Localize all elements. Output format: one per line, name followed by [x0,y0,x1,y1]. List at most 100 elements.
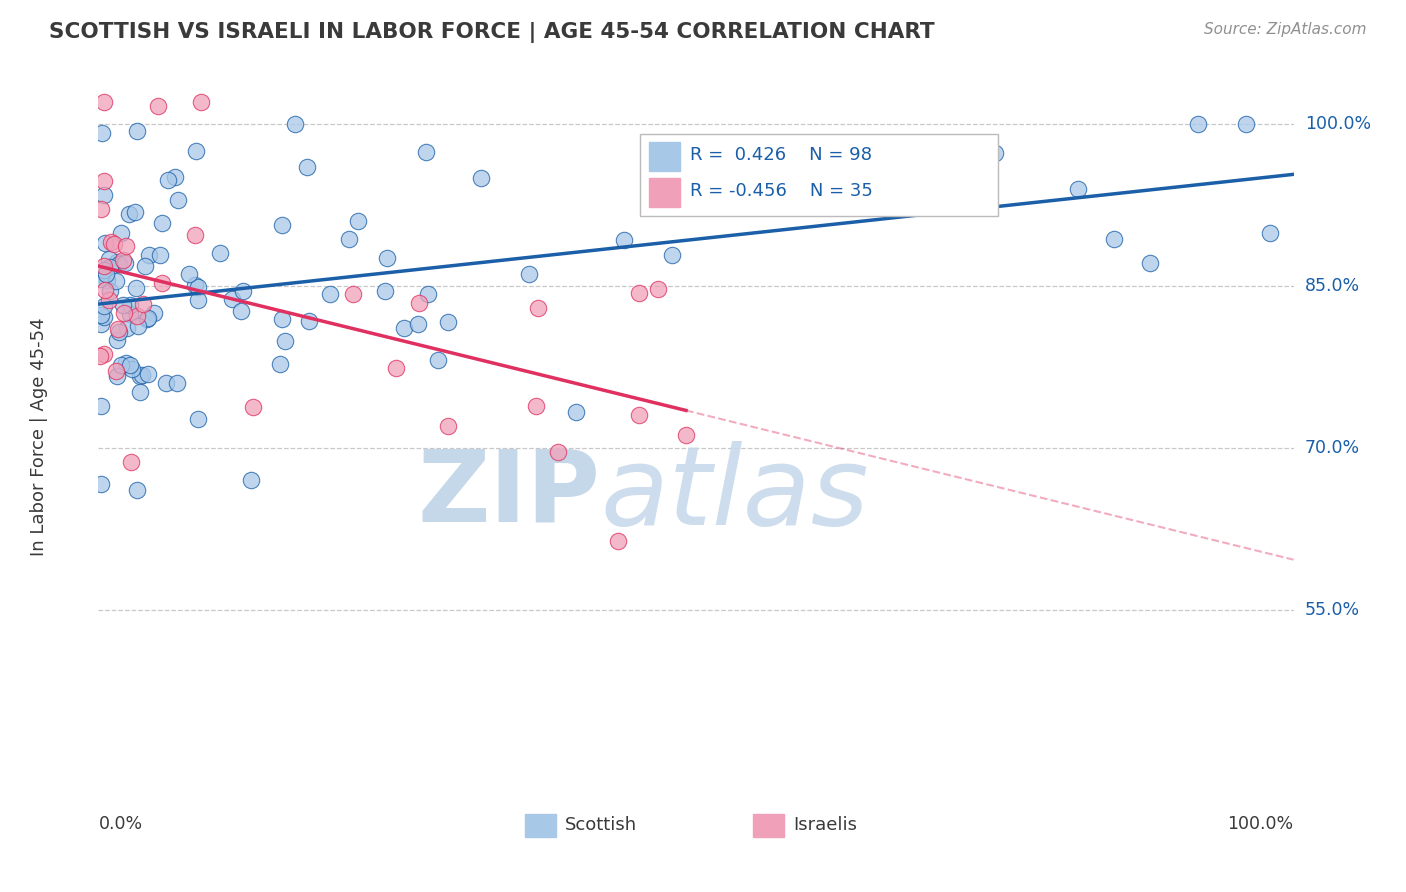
Point [416,287,439,301]
Point [125,281,148,295]
Point [136,367,159,381]
Point [98,285,121,299]
Point [148,98,170,112]
Point [120,455,142,469]
Point [406,318,429,332]
Point [138,248,160,262]
Point [607,534,630,549]
Point [112,298,135,312]
Bar [524,814,557,837]
Point [89,350,111,364]
Point [900,197,922,211]
Point [177,267,200,281]
Point [132,297,155,311]
Point [104,274,127,288]
Point [93,187,115,202]
Point [166,193,188,207]
Point [208,246,231,260]
Point [152,216,174,230]
Text: In Labor Force | Age 45-54: In Labor Force | Age 45-54 [30,318,48,557]
Point [105,255,128,269]
Point [271,218,294,232]
Point [437,419,460,434]
Point [94,235,117,250]
Point [131,368,153,382]
Point [183,228,205,243]
Point [1258,226,1281,240]
Point [135,311,157,326]
Point [828,192,851,206]
Text: 0.0%: 0.0% [98,815,142,833]
Point [1187,116,1209,130]
Point [385,360,408,375]
Point [114,356,136,370]
Point [108,325,131,339]
Text: ZIP: ZIP [418,446,600,542]
Point [661,248,683,262]
Point [436,315,458,329]
Text: 55.0%: 55.0% [1305,601,1360,619]
Point [470,171,492,186]
Text: 85.0%: 85.0% [1305,277,1360,294]
Point [274,334,297,349]
Point [90,126,112,140]
Point [374,284,396,298]
Point [120,359,142,373]
Point [112,306,135,320]
Point [100,235,122,249]
Point [221,292,243,306]
Text: R =  0.426    N = 98: R = 0.426 N = 98 [690,146,872,164]
Point [115,320,138,334]
Point [128,385,150,400]
Point [165,170,187,185]
Point [107,257,129,271]
Point [347,214,370,228]
Point [120,298,142,312]
Point [319,287,342,301]
Point [187,280,209,294]
Point [110,226,132,240]
Point [93,260,115,274]
Point [111,253,134,268]
Bar [754,814,785,837]
Point [675,427,697,442]
Point [90,202,112,217]
Point [134,260,156,274]
Point [342,286,364,301]
Point [627,408,650,422]
Point [232,285,254,299]
Point [184,144,207,158]
Point [150,277,173,291]
Point [1139,256,1161,270]
Point [155,376,177,390]
Point [415,145,437,160]
Point [114,239,136,253]
Point [149,248,172,262]
Point [128,368,150,383]
Point [1234,116,1257,130]
Point [157,173,180,187]
Point [93,310,115,325]
Point [90,272,112,286]
Point [242,400,264,414]
Point [105,333,128,347]
Point [269,357,291,371]
Point [105,369,128,384]
Point [231,303,253,318]
Point [627,285,650,300]
Text: R = -0.456    N = 35: R = -0.456 N = 35 [690,182,873,200]
Point [94,268,117,282]
Point [90,476,112,491]
Point [984,145,1007,160]
Point [127,124,149,138]
Point [524,399,547,413]
Point [1104,231,1126,245]
Point [337,231,360,245]
Point [98,260,121,274]
Point [104,364,127,378]
Point [118,206,141,220]
Point [377,251,399,265]
Point [745,139,768,153]
Point [114,256,136,270]
Text: atlas: atlas [600,441,869,548]
